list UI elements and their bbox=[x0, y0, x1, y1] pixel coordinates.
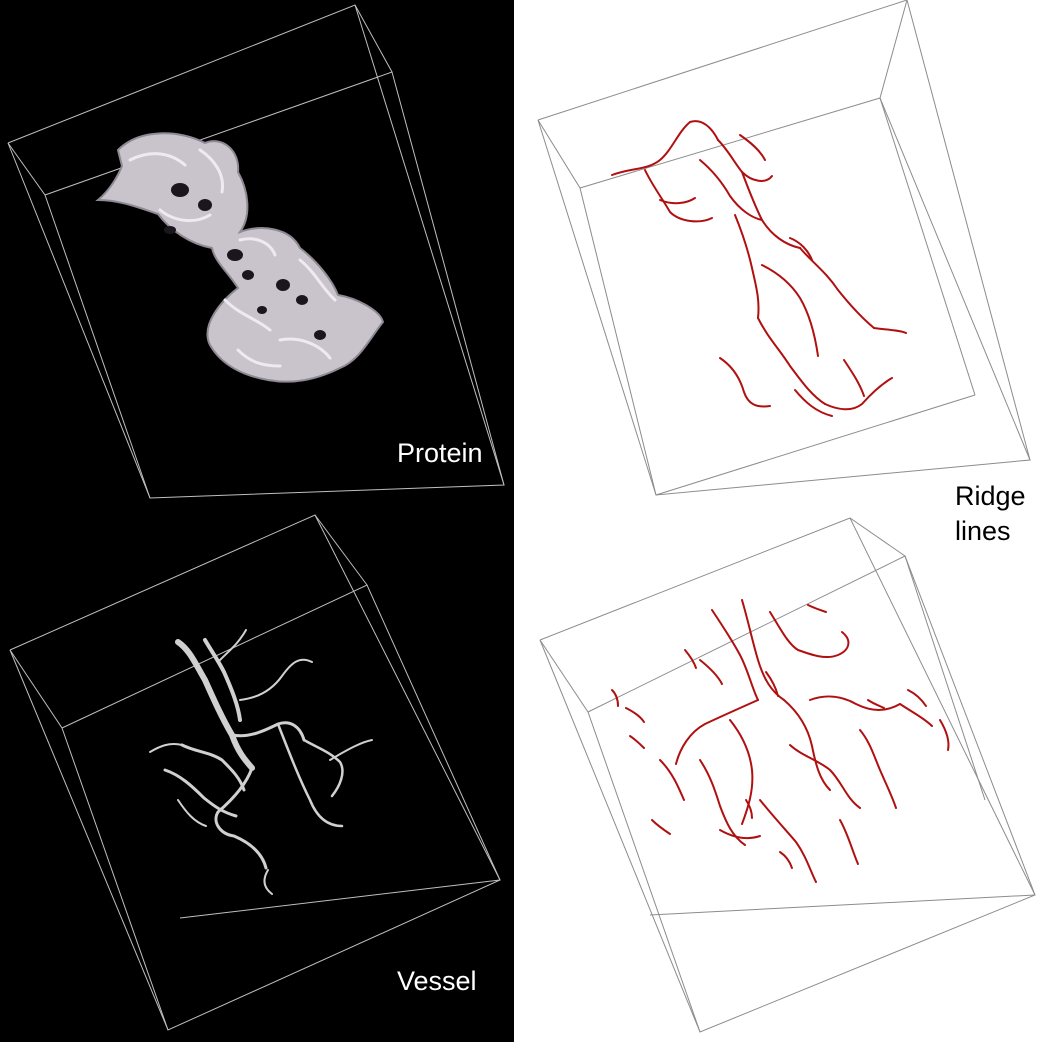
vessel-ridges-bounding-box bbox=[539, 517, 1036, 1033]
protein-surface-highlights bbox=[128, 148, 337, 368]
protein-volume-panel bbox=[7, 4, 505, 499]
protein-ridges-panel bbox=[537, 0, 1031, 496]
dark-column bbox=[0, 0, 514, 1042]
protein-caption: Protein bbox=[397, 438, 483, 468]
protein-surface-holes bbox=[164, 183, 326, 340]
vessel-volume-panel bbox=[9, 514, 501, 1031]
vessel-ridges-panel bbox=[539, 517, 1036, 1033]
protein-ridges-bounding-box bbox=[537, 0, 1031, 496]
vessel-caption: Vessel bbox=[397, 966, 477, 996]
protein-ridge-lines bbox=[611, 120, 907, 417]
vessel-bounding-box bbox=[9, 514, 501, 1031]
ridge-caption-line2: lines bbox=[955, 516, 1011, 546]
vessel-ridge-lines bbox=[611, 599, 950, 883]
ridge-caption-line1: Ridge bbox=[955, 481, 1026, 511]
vessel-network bbox=[149, 629, 373, 895]
